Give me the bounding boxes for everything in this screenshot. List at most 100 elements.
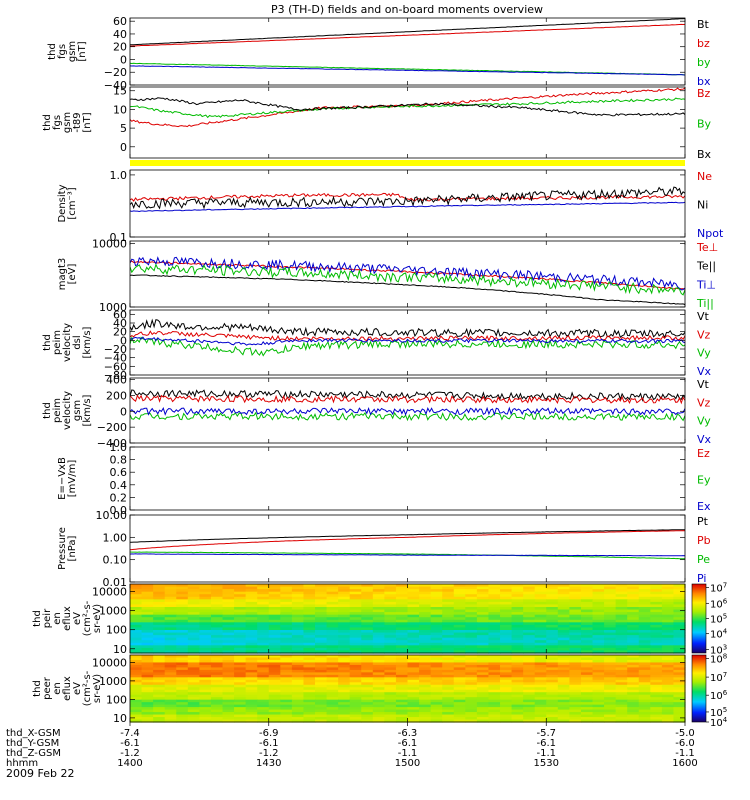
- heat-cell: [580, 659, 594, 664]
- heat-cell: [315, 669, 328, 673]
- heat-cell: [419, 682, 432, 686]
- heat-cell: [234, 594, 247, 598]
- heat-cell: [257, 662, 270, 666]
- heat-cell: [580, 642, 594, 646]
- heat-cell: [153, 662, 166, 666]
- heat-cell: [199, 650, 212, 654]
- heat-cell: [673, 586, 686, 590]
- heat-cell: [384, 640, 397, 644]
- heat-cell: [234, 584, 247, 588]
- heat-cell: [395, 684, 409, 688]
- heat-cell: [303, 647, 316, 652]
- heat-cell: [592, 699, 605, 703]
- heat-cell: [592, 640, 605, 644]
- heat-cell: [303, 662, 316, 666]
- heat-cell: [673, 717, 686, 721]
- heat-cell: [326, 635, 339, 639]
- heat-cell: [523, 714, 536, 718]
- heat-cell: [627, 612, 640, 616]
- heat-cell: [511, 672, 524, 676]
- heat-cell: [187, 657, 200, 661]
- heat-cell: [511, 682, 524, 686]
- heat-cell: [199, 707, 212, 711]
- heat-cell: [268, 589, 281, 593]
- heat-cell: [557, 650, 570, 654]
- heat-cell: [592, 584, 605, 588]
- heat-cell: [315, 622, 328, 626]
- heat-cell: [407, 630, 420, 634]
- heat-cell: [361, 591, 374, 595]
- heat-cell: [245, 586, 258, 590]
- heat-cell: [534, 719, 547, 723]
- heat-cell: [453, 689, 466, 693]
- heat-cell: [303, 699, 316, 703]
- heat-cell: [557, 632, 570, 636]
- heat-cell: [476, 632, 490, 636]
- heat-cell: [465, 599, 478, 603]
- heat-cell: [661, 672, 675, 676]
- heat-cell: [546, 604, 559, 608]
- heat-cell: [234, 719, 247, 723]
- heat-cell: [395, 657, 409, 661]
- heat-cell: [592, 642, 605, 646]
- heat-cell: [384, 596, 397, 600]
- heat-cell: [268, 617, 281, 621]
- heat-cell: [349, 655, 362, 659]
- heat-cell: [465, 614, 478, 618]
- heat-cell: [453, 694, 466, 698]
- heat-cell: [384, 632, 397, 636]
- heat-cell: [476, 619, 490, 623]
- legend-entry: Pi: [697, 572, 706, 585]
- heat-cell: [580, 647, 594, 652]
- heat-cell: [407, 664, 420, 669]
- heat-cell: [546, 679, 559, 683]
- heat-cell: [592, 614, 605, 618]
- heat-cell: [372, 645, 385, 649]
- heat-cell: [511, 627, 524, 631]
- heat-cell: [268, 714, 281, 718]
- heat-cell: [280, 640, 293, 644]
- heat-cell: [372, 637, 385, 641]
- heat-cell: [430, 624, 443, 629]
- heat-cell: [291, 694, 305, 698]
- heat-cell: [130, 684, 143, 688]
- heat-cell: [199, 687, 212, 691]
- heat-cell: [315, 632, 328, 636]
- heat-cell: [638, 692, 651, 696]
- legend-entry: Bt: [697, 18, 710, 31]
- heat-cell: [222, 635, 235, 639]
- heat-cell: [569, 697, 582, 701]
- heat-cell: [199, 669, 212, 673]
- heat-cell: [245, 709, 258, 713]
- heat-cell: [268, 609, 281, 613]
- heat-cell: [580, 655, 594, 659]
- heat-cell: [511, 609, 524, 613]
- heat-cell: [338, 674, 351, 678]
- heat-cell: [650, 717, 663, 721]
- heat-cell: [176, 664, 189, 669]
- heat-cell: [650, 674, 663, 678]
- heat-cell: [315, 630, 328, 634]
- heat-cell: [315, 679, 328, 683]
- heat-cell: [465, 692, 478, 696]
- heat-cell: [604, 589, 617, 593]
- heat-cell: [176, 640, 189, 644]
- heat-cell: [557, 594, 570, 598]
- heat-cell: [130, 589, 143, 593]
- heat-cell: [580, 650, 594, 654]
- heat-cell: [476, 607, 490, 611]
- series-line-Pb: [130, 530, 685, 551]
- heat-cell: [245, 630, 258, 634]
- heat-cell: [257, 664, 270, 669]
- heat-cell: [430, 655, 443, 659]
- heat-cell: [315, 699, 328, 703]
- heat-cell: [326, 702, 339, 706]
- heat-cell: [511, 619, 524, 623]
- heat-cell: [361, 624, 374, 629]
- heat-cell: [130, 689, 143, 693]
- heat-cell: [453, 702, 466, 706]
- heat-cell: [615, 692, 628, 696]
- heat-cell: [187, 640, 200, 644]
- heat-cell: [442, 692, 455, 696]
